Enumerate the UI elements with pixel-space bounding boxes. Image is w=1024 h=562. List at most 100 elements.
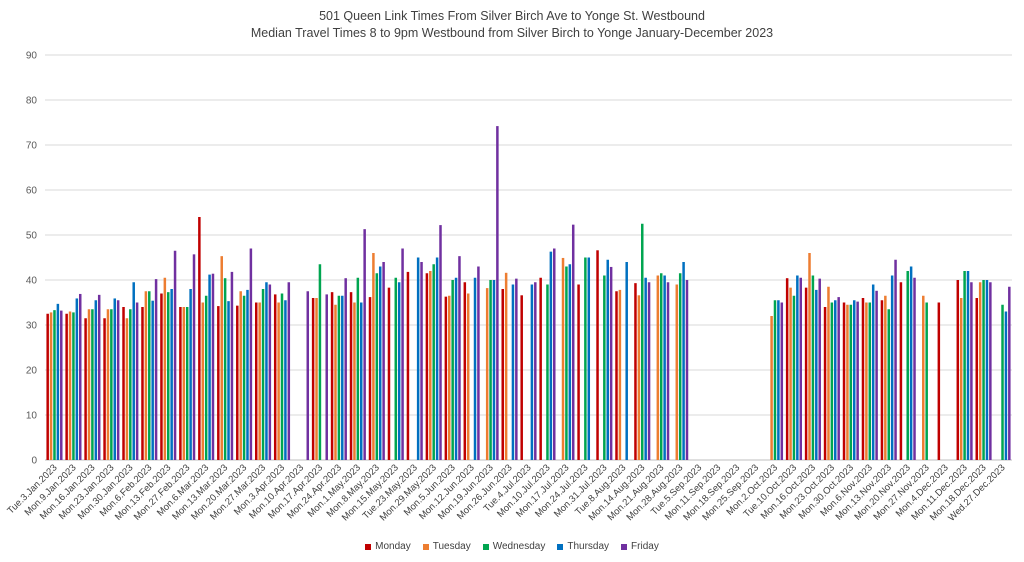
bar-friday xyxy=(78,293,82,460)
bar-monday xyxy=(785,278,789,460)
bar-thursday xyxy=(890,275,894,460)
bar-wednesday xyxy=(925,302,928,460)
chart-title: 501 Queen Link Times From Silver Birch A… xyxy=(319,9,705,23)
bar-friday xyxy=(799,277,802,460)
bar-monday xyxy=(596,250,599,460)
bar-wednesday xyxy=(242,295,246,460)
bar-monday xyxy=(160,293,163,460)
bar-wednesday xyxy=(1001,304,1004,460)
bar-thursday xyxy=(94,300,98,460)
bar-tuesday xyxy=(922,295,925,460)
chart-subtitle: Median Travel Times 8 to 9pm Westbound f… xyxy=(250,26,774,40)
bar-monday xyxy=(577,284,580,460)
bar-friday xyxy=(913,277,916,460)
bar-monday xyxy=(956,280,960,460)
bar-friday xyxy=(477,266,480,460)
bar-thursday xyxy=(625,262,628,460)
bar-wednesday xyxy=(394,277,398,460)
bar-thursday xyxy=(796,275,799,460)
bar-thursday xyxy=(644,277,647,460)
bar-thursday xyxy=(777,300,780,460)
bar-wednesday xyxy=(375,273,379,460)
bar-wednesday xyxy=(356,277,360,460)
bar-tuesday xyxy=(372,253,375,460)
bar-wednesday xyxy=(659,273,663,460)
bar-monday xyxy=(141,307,144,460)
bar-friday xyxy=(268,284,272,460)
bar-wednesday xyxy=(546,284,549,460)
legend: Monday Tuesday Wednesday Thursday Friday xyxy=(0,541,1024,552)
bar-monday xyxy=(899,282,903,460)
bar-friday xyxy=(116,300,120,460)
bar-monday xyxy=(387,287,391,460)
bar-wednesday xyxy=(167,292,170,460)
bar-tuesday xyxy=(561,257,565,460)
legend-swatch xyxy=(557,543,564,550)
bar-monday xyxy=(236,305,239,460)
bar-monday xyxy=(842,302,846,460)
bar-tuesday xyxy=(448,295,451,460)
bar-tuesday xyxy=(618,289,622,460)
bar-wednesday xyxy=(849,304,853,460)
bar-wednesday xyxy=(432,264,435,460)
bar-tuesday xyxy=(429,271,432,460)
bar-monday xyxy=(330,292,334,460)
bar-tuesday xyxy=(87,309,91,460)
bar-tuesday xyxy=(978,282,982,460)
bar-wednesday xyxy=(110,309,113,460)
bar-wednesday xyxy=(185,307,189,460)
bar-thursday xyxy=(189,289,192,460)
bar-monday xyxy=(103,318,106,460)
bar-thursday xyxy=(378,266,382,460)
bar-monday xyxy=(255,302,258,460)
legend-swatch xyxy=(422,543,429,550)
bar-thursday xyxy=(151,300,154,460)
bar-tuesday xyxy=(334,304,337,460)
bar-monday xyxy=(84,318,87,460)
y-tick-label: 60 xyxy=(26,186,38,197)
bar-wednesday xyxy=(280,293,284,460)
legend-swatch xyxy=(621,543,628,550)
legend-item-tuesday: Tuesday xyxy=(422,541,471,552)
bar-monday xyxy=(444,296,448,460)
bar-friday xyxy=(989,282,992,460)
legend-swatch xyxy=(482,543,489,550)
bar-wednesday xyxy=(318,264,322,460)
bar-tuesday xyxy=(277,302,280,460)
bar-wednesday xyxy=(337,295,341,460)
bar-thursday xyxy=(246,289,249,460)
bar-tuesday xyxy=(827,286,830,460)
bar-friday xyxy=(173,250,177,460)
legend-swatch xyxy=(365,543,372,550)
bar-thursday xyxy=(511,284,515,460)
bar-monday xyxy=(406,271,410,460)
bar-wednesday xyxy=(261,289,265,460)
bar-thursday xyxy=(815,289,818,460)
bar-friday xyxy=(685,280,689,460)
bar-thursday xyxy=(75,298,79,460)
bar-wednesday xyxy=(451,280,454,460)
bar-monday xyxy=(217,306,220,460)
bar-thursday xyxy=(435,257,439,460)
bar-friday xyxy=(856,301,859,460)
bar-tuesday xyxy=(182,307,186,460)
bar-monday xyxy=(937,302,941,460)
bar-tuesday xyxy=(315,298,318,460)
bar-friday xyxy=(553,248,556,460)
bar-friday xyxy=(230,271,234,460)
y-tick-label: 40 xyxy=(26,276,38,287)
bar-wednesday xyxy=(129,309,132,460)
bar-monday xyxy=(273,294,277,460)
legend-item-thursday: Thursday xyxy=(557,541,609,552)
bar-friday xyxy=(420,262,423,460)
bar-wednesday xyxy=(53,310,56,460)
legend-item-wednesday: Wednesday xyxy=(482,541,545,552)
bar-friday xyxy=(135,302,139,460)
bar-friday xyxy=(875,290,878,460)
bar-monday xyxy=(975,298,979,460)
bar-thursday xyxy=(852,300,856,460)
bar-tuesday xyxy=(239,291,242,460)
bar-thursday xyxy=(1004,311,1008,460)
bar-friday xyxy=(534,282,537,460)
bar-tuesday xyxy=(201,302,205,460)
